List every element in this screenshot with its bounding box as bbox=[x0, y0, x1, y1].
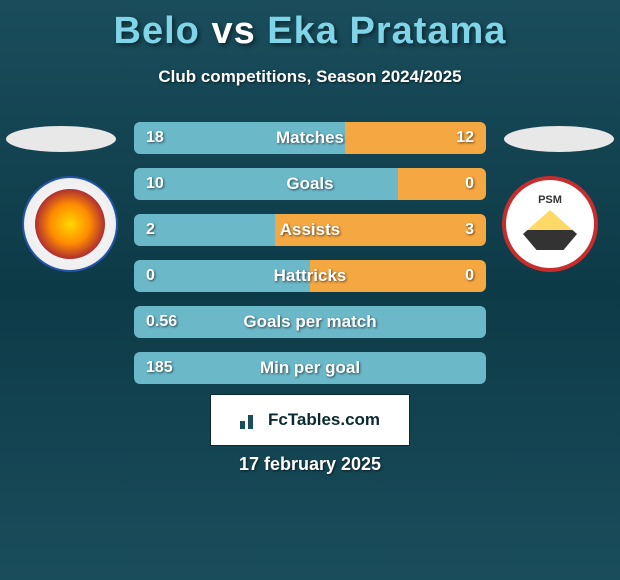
date-text: 17 february 2025 bbox=[0, 454, 620, 475]
bar-segment-right bbox=[398, 168, 486, 200]
bar-segment-right bbox=[310, 260, 486, 292]
oval-shadow-left bbox=[6, 126, 116, 152]
vs-text: vs bbox=[211, 10, 255, 52]
oval-shadow-right bbox=[504, 126, 614, 152]
bar-row: Assists23 bbox=[134, 214, 486, 246]
bar-segment-left bbox=[134, 260, 310, 292]
bar-row: Hattricks00 bbox=[134, 260, 486, 292]
bar-row: Goals per match0.56 bbox=[134, 306, 486, 338]
bar-segment-left bbox=[134, 352, 486, 384]
bar-segment-left bbox=[134, 122, 345, 154]
site-badge: FcTables.com bbox=[210, 394, 410, 446]
bar-segment-left bbox=[134, 306, 486, 338]
bar-row: Goals100 bbox=[134, 168, 486, 200]
player1-name: Belo bbox=[114, 10, 200, 52]
chart-icon bbox=[240, 411, 262, 429]
subtitle: Club competitions, Season 2024/2025 bbox=[0, 67, 620, 87]
bar-row: Matches1812 bbox=[134, 122, 486, 154]
team-logo-right bbox=[502, 176, 598, 272]
player2-name: Eka Pratama bbox=[267, 10, 506, 52]
page-title: Belo vs Eka Pratama bbox=[0, 0, 620, 53]
bar-row: Min per goal185 bbox=[134, 352, 486, 384]
bar-segment-left bbox=[134, 168, 398, 200]
bar-segment-right bbox=[345, 122, 486, 154]
team-logo-left bbox=[22, 176, 118, 272]
comparison-bars: Matches1812 Goals100 Assists23 Hattricks00 G… bbox=[134, 122, 486, 398]
bar-segment-right bbox=[275, 214, 486, 246]
bar-segment-left bbox=[134, 214, 275, 246]
site-name: FcTables.com bbox=[268, 410, 380, 430]
